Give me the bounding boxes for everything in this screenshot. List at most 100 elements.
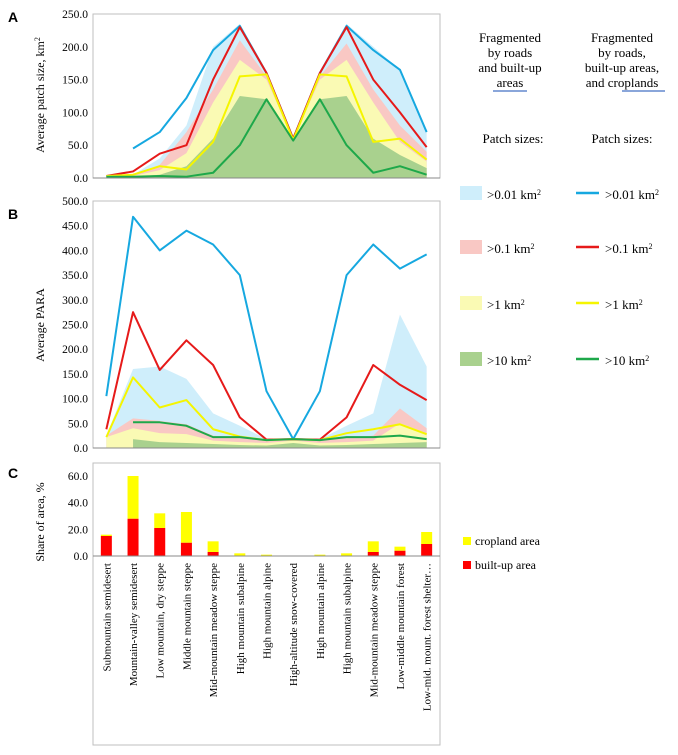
svg-text:>1 km2: >1 km2	[605, 297, 643, 312]
svg-text:>10 km2: >10 km2	[487, 353, 531, 368]
panel-c-category-label: Low-middle mountain forest	[395, 563, 407, 689]
panel-c-bar-cropland	[127, 476, 139, 519]
svg-text:by roads: by roads	[488, 45, 532, 60]
panel-c-bar-cropland	[394, 546, 406, 551]
panel-b-ytick: 250.0	[62, 320, 88, 332]
legend-swatch-fill-0-01	[460, 186, 482, 200]
panel-c-bar-builtup	[394, 550, 406, 556]
panel-a-line-1	[106, 26, 428, 178]
legend-entry-0-01: >0.01 km2 >0.01 km2	[460, 186, 659, 202]
panel-c-category-label: Middle mountain steppe	[181, 563, 193, 670]
legend-swatch-cropland	[463, 537, 471, 545]
panel-c-bar-cropland	[207, 541, 219, 552]
legend-swatch-fill-1	[460, 296, 482, 310]
panel-b-area-2	[106, 423, 427, 448]
panel-c-category-label: Submountain semidesert	[101, 563, 113, 671]
svg-text:>10 km2: >10 km2	[605, 353, 649, 368]
panel-c-bar-cropland	[341, 553, 353, 556]
legend-swatch-fill-0-1	[460, 240, 482, 254]
svg-text:built-up areas,: built-up areas,	[585, 60, 659, 75]
svg-text:>0.1 km2: >0.1 km2	[487, 241, 534, 256]
panel-letter-a: A	[8, 9, 18, 25]
legend-col1-patch-sizes: Patch sizes:	[482, 131, 543, 146]
svg-text:areas: areas	[497, 75, 524, 90]
svg-text:>0.01 km2: >0.01 km2	[487, 187, 541, 202]
panel-c-ytick: 20.0	[68, 524, 88, 536]
panel-c-bar-builtup	[421, 544, 433, 556]
panel-c-bar-cropland	[421, 532, 433, 544]
legend-col1-header: Fragmented by roads and built-up areas	[478, 30, 542, 92]
panel-c-category-label: Mid-mountain meadow steppe	[208, 563, 220, 698]
svg-text:>1 km2: >1 km2	[487, 297, 525, 312]
panel-a-ytick: 150.0	[62, 75, 88, 87]
panel-b-chart: 0.0 50.0 100.0 150.0 200.0 250.0 300.0 350.0 400…	[62, 196, 441, 455]
legend-entry-1: >1 km2 >1 km2	[460, 296, 643, 312]
legend-entry-0-1: >0.1 km2 >0.1 km2	[460, 240, 652, 256]
panel-c-category-label: High mountain subalpine	[235, 563, 247, 674]
panel-b-ytick: 150.0	[62, 369, 88, 381]
svg-text:cropland area: cropland area	[475, 534, 541, 548]
panel-c-category-label: High mountain alpine	[315, 563, 327, 659]
panel-c-bar-builtup	[154, 528, 166, 556]
legend-entry-10: >10 km2 >10 km2	[460, 352, 649, 368]
panel-c-bar-builtup	[180, 542, 192, 556]
panel-c-category-label: High mountain alpine	[262, 563, 274, 659]
panel-b-ytick: 500.0	[62, 196, 88, 208]
panel-c-bar-cropland	[234, 553, 246, 556]
panel-a-line-2	[106, 73, 428, 178]
panel-b-ytick: 350.0	[62, 270, 88, 282]
panel-a-ylabel: Average patch size, km2	[33, 37, 48, 153]
panel-a-area-3	[106, 96, 427, 178]
panel-c-bar-builtup	[127, 518, 139, 556]
panel-a-chart: 0.0 50.0 100.0 150.0 200.0 250.0	[62, 9, 441, 185]
panel-c-ytick: 0.0	[74, 551, 89, 563]
panel-c-category-label: High-altitude snow-covered	[288, 563, 300, 687]
legend-col2-header: Fragmented by roads, built-up areas, and…	[585, 30, 665, 92]
svg-text:Fragmented: Fragmented	[479, 30, 542, 45]
panel-c-bar-cropland	[154, 513, 166, 528]
panel-a-ytick: 100.0	[62, 107, 88, 119]
panel-b-ytick: 100.0	[62, 394, 88, 406]
panel-b-ytick: 300.0	[62, 295, 88, 307]
panel-b-area-0	[106, 314, 427, 448]
panel-c-category-label: Mountain-valley semidesert	[128, 563, 140, 686]
panel-b-ytick: 50.0	[68, 418, 88, 430]
panel-b-ytick: 450.0	[62, 221, 88, 233]
legend-cropland: cropland area	[463, 534, 541, 548]
panel-c-category-label: Low-mid. mount. forest shelter…	[422, 563, 434, 711]
panel-c-ytick: 60.0	[68, 471, 88, 483]
panel-b-ylabel: Average PARA	[33, 288, 47, 362]
panel-b-line-3	[133, 421, 427, 442]
panel-c-category-label: Low mountain, dry steppe	[155, 563, 167, 679]
panel-b-ytick: 200.0	[62, 344, 88, 356]
svg-text:by roads,: by roads,	[598, 45, 646, 60]
panel-a-line-3	[106, 98, 427, 178]
panel-c-plot-frame	[92, 462, 441, 746]
panel-c-bar-builtup	[367, 552, 379, 556]
panel-a-ytick: 200.0	[62, 42, 88, 54]
svg-text:and croplands: and croplands	[586, 75, 659, 90]
panel-c-ylabel: Share of area, %	[33, 482, 47, 561]
svg-text:Fragmented: Fragmented	[591, 30, 654, 45]
legend-col2-patch-sizes: Patch sizes:	[591, 131, 652, 146]
panel-c-bar-cropland	[100, 534, 112, 536]
panel-letter-b: B	[8, 206, 18, 222]
panel-c-bar-cropland	[367, 541, 379, 552]
panel-letter-c: C	[8, 465, 18, 481]
panel-c-category-label: High mountain subalpine	[342, 563, 354, 674]
panel-c-chart: 0.0 20.0 40.0 60.0 Submountain semidesert Mou…	[68, 462, 441, 746]
panel-a-ytick: 0.0	[74, 173, 89, 185]
legend-swatch-builtup	[463, 561, 471, 569]
svg-text:>0.1 km2: >0.1 km2	[605, 241, 652, 256]
panel-b-ytick: 400.0	[62, 245, 88, 257]
legend-builtup: built-up area	[463, 558, 537, 572]
svg-text:and built-up: and built-up	[478, 60, 541, 75]
panel-b-line-0	[105, 215, 428, 441]
panel-c-category-label: Mid-mountain meadow steppe	[368, 563, 380, 698]
panel-c-bar-cropland	[261, 554, 272, 556]
panel-b-ytick: 0.0	[74, 443, 89, 455]
panel-c-bar-builtup	[100, 536, 112, 556]
svg-text:>0.01 km2: >0.01 km2	[605, 187, 659, 202]
panel-c-bar-cropland	[314, 554, 326, 556]
